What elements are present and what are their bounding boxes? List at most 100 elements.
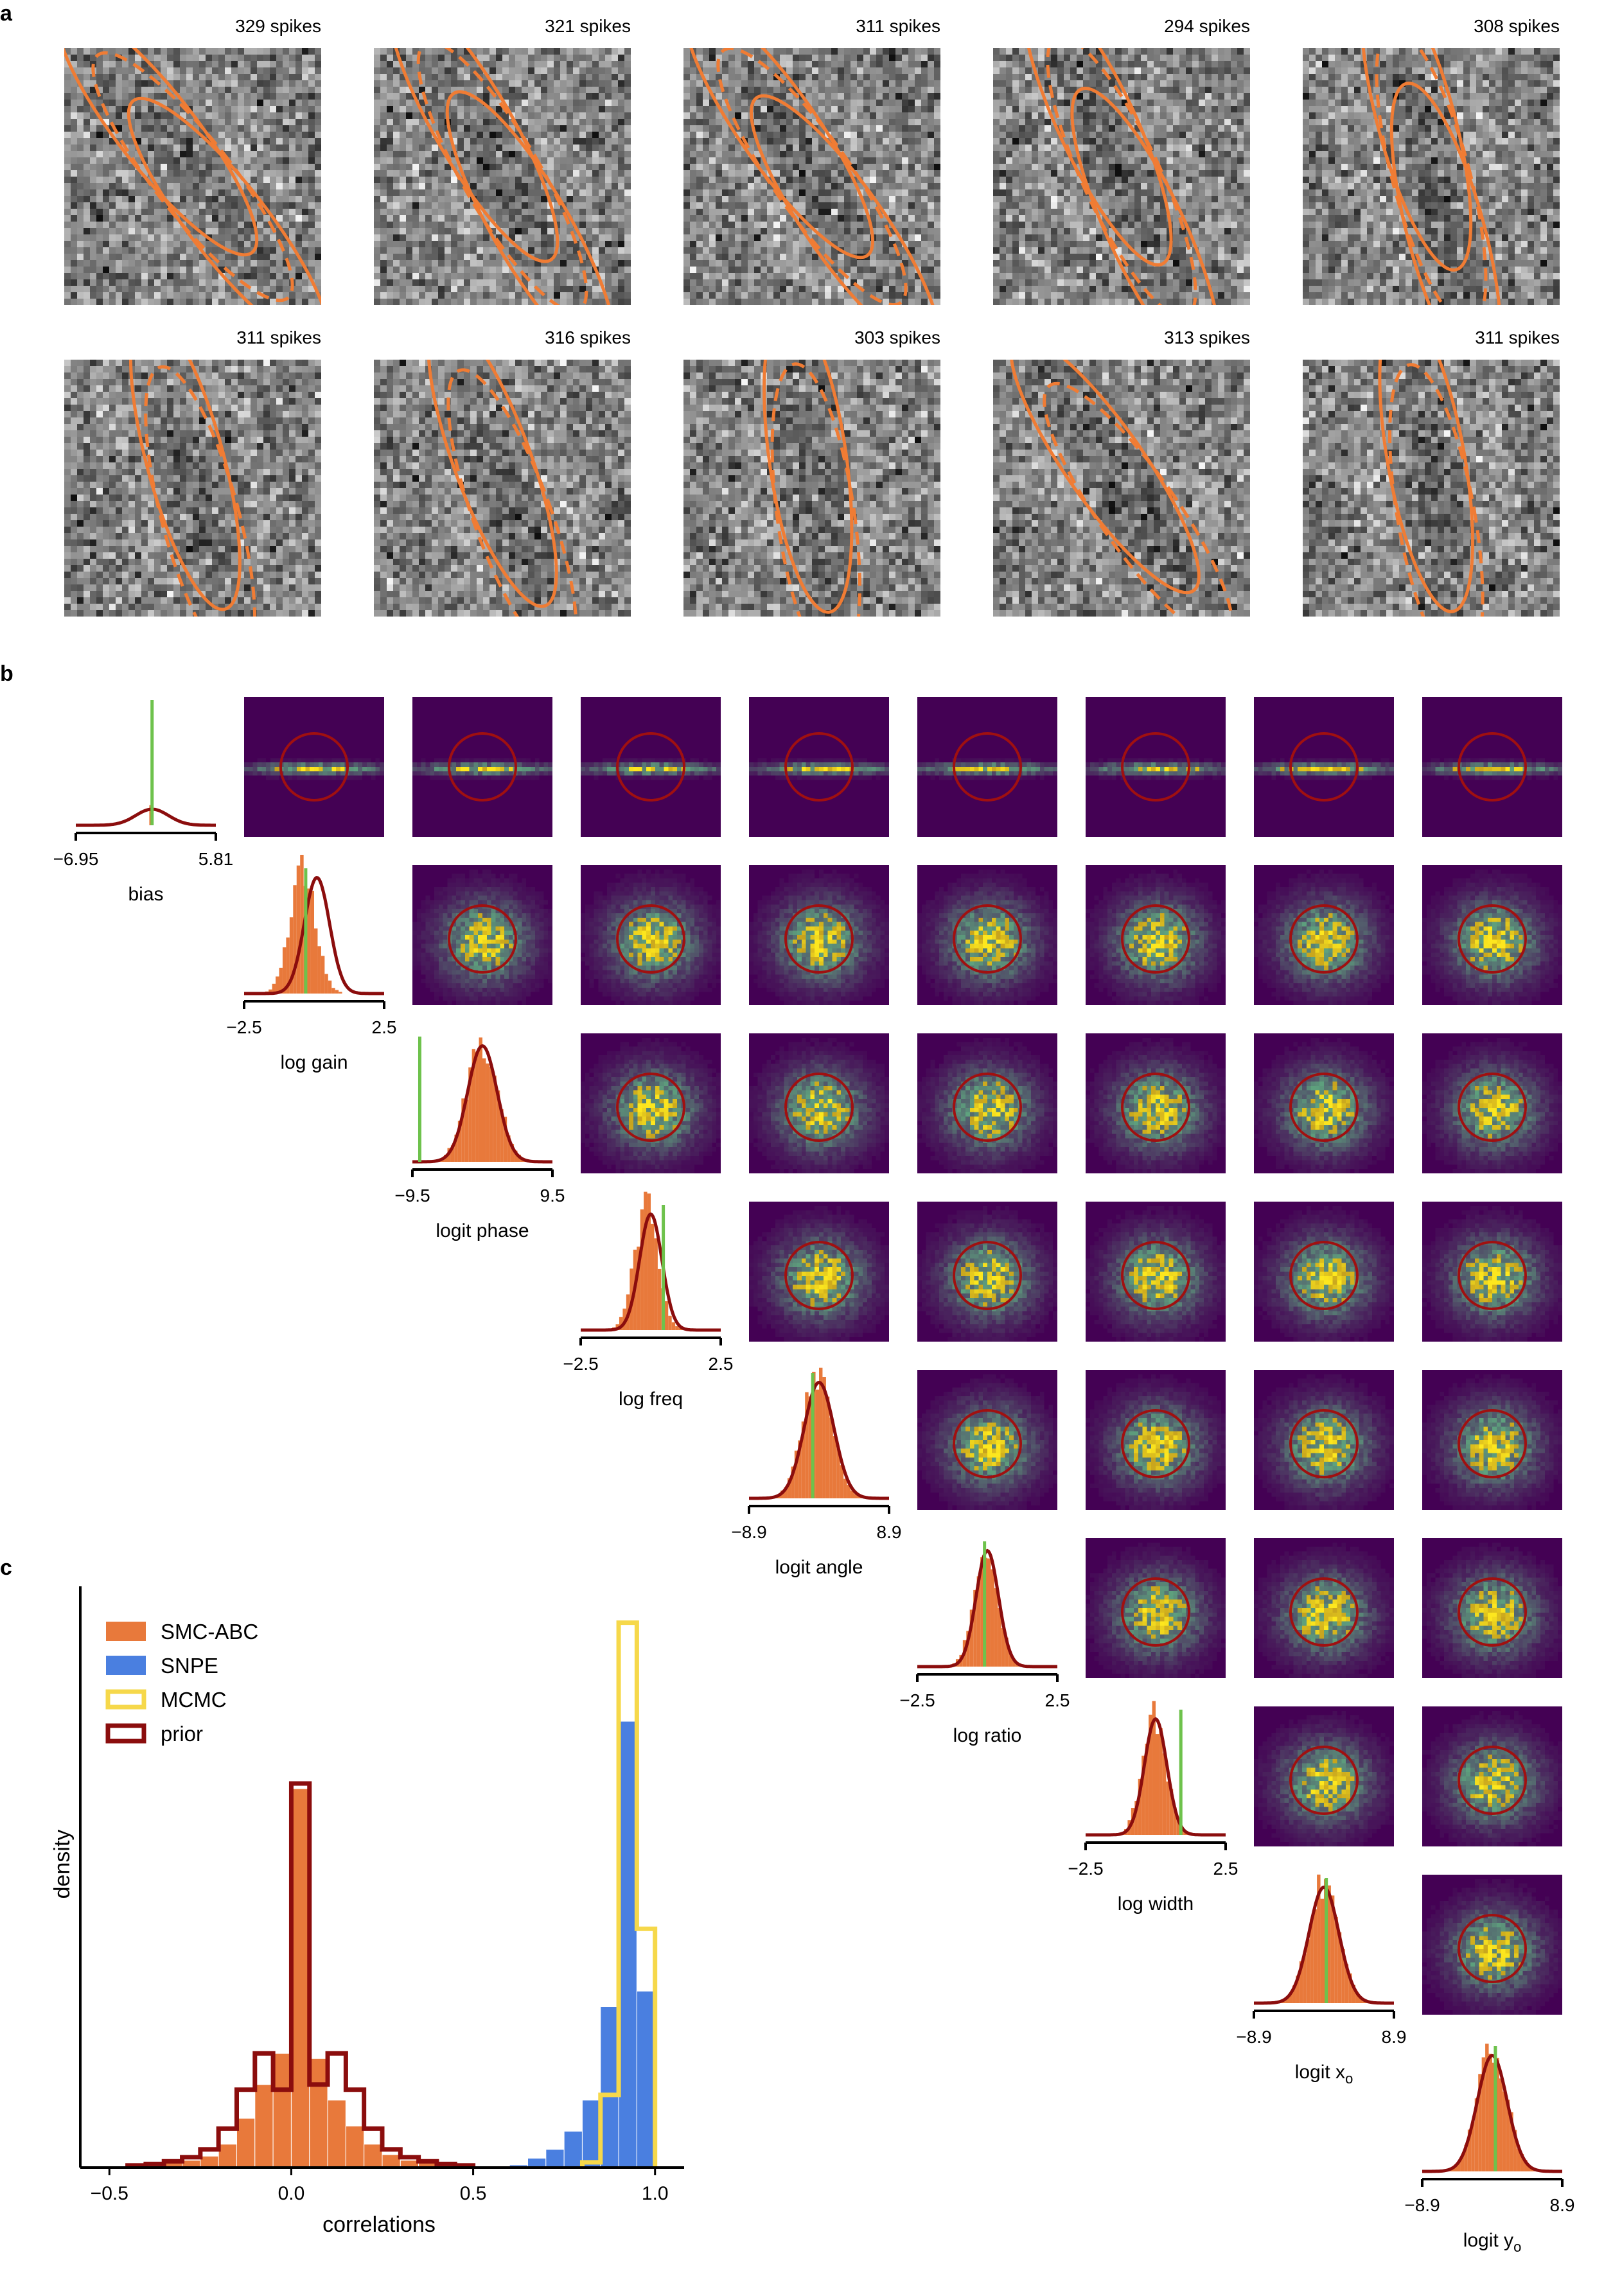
pairwise-heatmap xyxy=(244,697,384,837)
posterior-hist-bar xyxy=(1348,1973,1352,2003)
spike-count-label: 308 spikes xyxy=(1474,16,1560,36)
pairwise-heatmap xyxy=(749,1033,889,1173)
posterior-hist-bar xyxy=(328,980,332,994)
marginal-6: −2.5 2.5 log width xyxy=(1068,1701,1238,1915)
posterior-hist-bar xyxy=(1474,2098,1479,2171)
posterior-hist-bar xyxy=(1303,1954,1307,2003)
panel-label-c: c xyxy=(0,1555,12,1580)
posterior-hist-bar xyxy=(503,1116,507,1162)
posterior-hist-bar xyxy=(819,1367,823,1498)
posterior-hist-bar xyxy=(664,1301,669,1330)
pairwise-1-8 xyxy=(1422,865,1562,1005)
posterior-hist-bar xyxy=(987,1558,991,1667)
pairwise-heatmap xyxy=(1254,865,1394,1005)
posterior-hist-bar xyxy=(1012,1658,1016,1667)
posterior-hist-bar xyxy=(976,1576,981,1667)
posterior-hist-bar xyxy=(1344,1964,1349,2003)
prior-contour-circle xyxy=(1289,1577,1359,1647)
posterior-hist-bar xyxy=(1481,2057,1486,2171)
posterior-hist-bar xyxy=(1517,2148,1520,2171)
posterior-hist-bar xyxy=(1359,1997,1362,2003)
posterior-hist-bar xyxy=(1169,1789,1174,1835)
pairwise-1-7 xyxy=(1254,865,1394,1005)
rf-contours xyxy=(1360,48,1503,305)
marginal-0: −6.95 5.81 bias xyxy=(53,700,233,905)
posterior-hist-bar xyxy=(269,989,272,994)
posterior-hist-bar xyxy=(454,1134,458,1162)
spike-count-label: 303 spikes xyxy=(854,328,940,347)
histogram-bar xyxy=(236,2117,256,2168)
posterior-hist-bar xyxy=(1327,1885,1331,2003)
histogram-bar xyxy=(527,2157,547,2168)
posterior-hist-bar xyxy=(787,1478,791,1498)
rf-contour-ellipse xyxy=(1388,363,1485,617)
prior-contour-circle xyxy=(1458,732,1527,802)
legend-swatch xyxy=(106,1656,146,1675)
pairwise-0-6 xyxy=(1086,697,1226,837)
rf-contour-ellipse xyxy=(1009,360,1201,595)
prior-contour-circle xyxy=(616,1073,685,1142)
pairwise-0-3 xyxy=(581,697,721,837)
posterior-hist-bar xyxy=(644,1191,648,1330)
posterior-hist-bar xyxy=(1310,1919,1314,2003)
x-tick-label-min: −8.9 xyxy=(1236,2027,1271,2047)
prior-contour-circle xyxy=(784,904,854,974)
pairwise-heatmap xyxy=(749,1202,889,1342)
posterior-hist-bar xyxy=(801,1421,806,1498)
histogram-bar xyxy=(272,2053,292,2168)
posterior-hist-bar xyxy=(1503,2091,1506,2171)
posterior-hist-bar xyxy=(640,1209,644,1330)
posterior-hist-bar xyxy=(651,1223,655,1330)
histogram-bar xyxy=(545,2149,565,2168)
posterior-hist-bar xyxy=(973,1590,977,1667)
posterior-hist-bar xyxy=(1495,2058,1499,2171)
x-tick-label-min: −2.5 xyxy=(563,1354,598,1374)
rf-contour-ellipse xyxy=(1043,381,1234,617)
marginal-4: −8.9 8.9 logit angle xyxy=(731,1367,901,1578)
posterior-hist-bar xyxy=(472,1049,476,1162)
posterior-hist-bar xyxy=(808,1396,813,1498)
prior-curve xyxy=(1254,1885,1394,2005)
series-smc-abc xyxy=(127,1788,474,2168)
x-tick-label: 1.0 xyxy=(642,2183,669,2204)
pairwise-2-6 xyxy=(1086,1033,1226,1173)
x-tick-label-max: 8.9 xyxy=(1550,2195,1575,2215)
histogram-bar xyxy=(200,2155,219,2168)
prior-curve xyxy=(1422,2053,1562,2173)
rf-noise-image xyxy=(374,48,631,305)
histogram-bar xyxy=(563,2130,583,2168)
posterior-hist-bar xyxy=(1506,2099,1510,2171)
posterior-hist-bar xyxy=(321,956,325,994)
posterior-hist-bar xyxy=(1313,1909,1318,2003)
histogram-bar xyxy=(290,1788,310,2168)
histogram-step-outline xyxy=(125,1781,476,2168)
posterior-hist-bar xyxy=(1457,2161,1461,2171)
posterior-hist-bar xyxy=(1176,1819,1181,1835)
rf-contour-ellipse xyxy=(770,362,861,617)
pairwise-2-3 xyxy=(581,1033,721,1173)
posterior-hist-bar xyxy=(489,1067,493,1162)
marginal-7: −8.9 8.9 logit xo xyxy=(1236,1874,1406,2087)
posterior-hist-bar xyxy=(464,1100,469,1162)
posterior-hist-bar xyxy=(1008,1651,1012,1667)
pairwise-3-5 xyxy=(917,1202,1057,1342)
pairwise-heatmap xyxy=(1086,865,1226,1005)
posterior-hist-bar xyxy=(1138,1778,1142,1835)
rf-panel: 303 spikes xyxy=(683,328,940,617)
prior-contour-circle xyxy=(784,732,854,802)
spike-count-label: 316 spikes xyxy=(545,328,631,347)
rf-contour-ellipse xyxy=(716,48,908,305)
posterior-hist-bar xyxy=(647,1193,651,1330)
prior-contour-circle xyxy=(1121,1241,1190,1310)
prior-curve xyxy=(749,1380,889,1500)
legend-label: MCMC xyxy=(161,1688,227,1712)
pairwise-1-4 xyxy=(749,865,889,1005)
x-tick-label-min: −6.95 xyxy=(53,849,99,869)
prior-contour-circle xyxy=(1289,1409,1359,1478)
rf-noise-image xyxy=(1303,360,1560,617)
posterior-hist-bar xyxy=(1292,1985,1296,2003)
prior-contour-circle xyxy=(1121,1073,1190,1142)
posterior-hist-bar xyxy=(1320,1898,1324,2003)
posterior-hist-bar xyxy=(854,1494,858,1498)
posterior-hist-bar xyxy=(1513,2130,1517,2171)
